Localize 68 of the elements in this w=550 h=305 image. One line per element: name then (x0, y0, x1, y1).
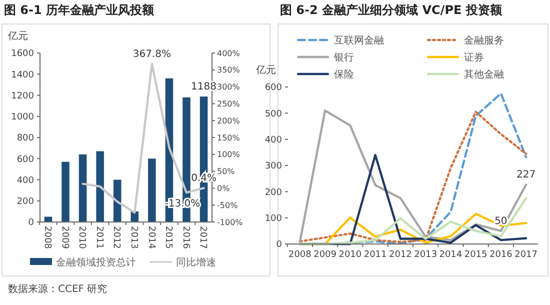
y-tick-label: 500 (264, 109, 282, 120)
legend-label: 银行 (333, 52, 354, 64)
y-tick-label: 400 (264, 135, 282, 146)
y2-tick-label: 300% (217, 82, 240, 92)
y-tick-label: 600 (264, 83, 282, 94)
x-tick-label: 2012 (388, 250, 412, 260)
y2-tick-label: 400% (217, 48, 240, 58)
source-note: 数据来源：CCEF 研究 (8, 283, 108, 295)
x-tick-label: 2011 (94, 226, 104, 249)
x-tick-label: 2013 (414, 250, 438, 260)
legend-label: 金融服务 (464, 34, 504, 46)
y-tick-label: 1000 (11, 112, 34, 123)
data-label: 227 (516, 170, 536, 181)
legend-label: 互联网金融 (334, 34, 384, 46)
y-tick-label: 800 (16, 134, 34, 144)
x-tick-label: 2008 (288, 250, 312, 260)
y2-tick-label: 350% (217, 66, 240, 75)
y-tick-label: 200 (16, 197, 34, 208)
y2-tick-label: 250% (217, 100, 240, 108)
x-tick-label: 2016 (180, 226, 190, 250)
bar (62, 162, 70, 222)
x-tick-label: 2014 (439, 250, 462, 260)
x-tick-label: 2009 (314, 250, 337, 260)
bar (148, 158, 156, 222)
x-tick-label: 2008 (42, 226, 52, 250)
legend-label: 同比增速 (176, 256, 216, 268)
line-series (298, 197, 528, 246)
y-tick-label: 0 (28, 218, 34, 228)
x-tick-label: 2011 (364, 250, 387, 260)
bar (44, 216, 52, 222)
chart-title: 图 6-1 历年金融产业风投额 (4, 3, 156, 17)
x-tick-label: 2016 (489, 250, 513, 260)
y-tick-label: 1400 (11, 70, 34, 80)
x-tick-label: 2015 (464, 250, 488, 260)
y-tick-label: 0 (276, 240, 282, 250)
y-axis-title: 亿元 (255, 65, 276, 76)
x-tick-label: 2009 (59, 226, 70, 250)
legend-label: 证券 (464, 52, 484, 64)
bar (96, 151, 104, 222)
y-tick-label: 600 (16, 154, 34, 165)
y-tick-label: 200 (264, 188, 282, 198)
y2-tick-label: 200% (217, 116, 240, 126)
x-tick-label: 2014 (146, 226, 156, 250)
x-tick-label: 2010 (76, 226, 87, 250)
data-label: 367.8% (132, 48, 171, 60)
y2-tick-label: 150% (217, 133, 240, 142)
x-tick-label: 2017 (198, 226, 208, 249)
x-tick-label: 2010 (338, 250, 362, 260)
y-tick-label: 1200 (11, 91, 34, 102)
y2-tick-label: -100% (217, 218, 244, 227)
legend-label: 金融领域投资总计 (56, 256, 136, 268)
y-tick-label: 400 (16, 176, 34, 186)
y2-tick-label: 0% (217, 184, 230, 193)
y-axis-title: 亿元 (7, 31, 28, 42)
x-tick-label: 2015 (163, 226, 174, 249)
legend-label: 保险 (334, 68, 354, 80)
chart-title: 图 6-2 金融产业细分领域 VC/PE 投资额 (280, 3, 503, 17)
x-tick-label: 2012 (111, 226, 122, 249)
y-tick-label: 300 (264, 162, 282, 172)
x-tick-label: 2013 (128, 226, 138, 249)
x-tick-label: 2017 (514, 250, 538, 260)
y-tick-label: 1600 (11, 49, 34, 60)
y2-tick-label: -50% (217, 200, 238, 210)
y2-tick-label: 50% (217, 167, 236, 176)
y2-tick-label: 100% (217, 150, 240, 160)
bar (78, 154, 87, 222)
y-tick-label: 100 (264, 214, 282, 224)
legend-label: 其他金融 (464, 68, 504, 80)
